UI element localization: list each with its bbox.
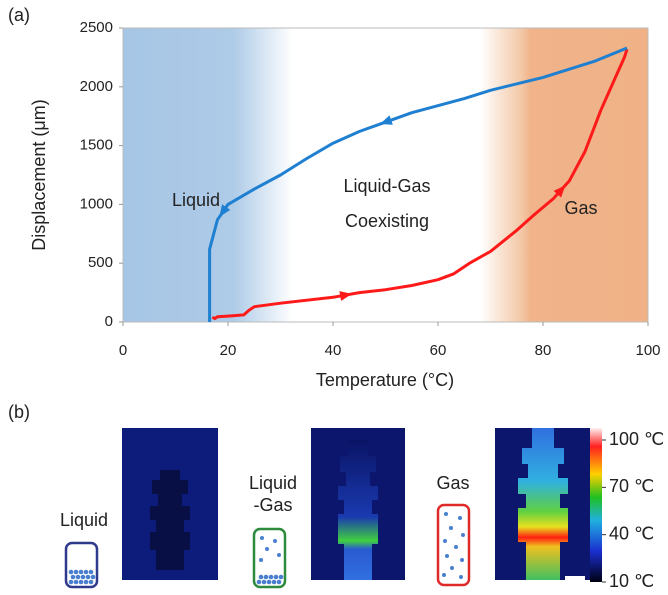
annotation: Gas xyxy=(564,198,597,218)
y-tick-label: 0 xyxy=(105,313,113,330)
x-tick-label: 100 xyxy=(635,342,660,359)
x-tick-label: 80 xyxy=(535,342,552,359)
x-tick-label: 20 xyxy=(220,342,237,359)
state-label: Liquid xyxy=(249,473,297,493)
y-tick-label: 500 xyxy=(88,254,113,271)
y-tick-label: 1000 xyxy=(80,195,113,212)
x-axis-label: Temperature (°C) xyxy=(316,370,454,390)
x-tick-label: 40 xyxy=(325,342,342,359)
colorbar-label: 70 ℃ xyxy=(609,476,654,496)
state-label: Liquid xyxy=(60,510,108,530)
liquid-region xyxy=(123,28,293,322)
y-tick-label: 1500 xyxy=(80,137,113,154)
thermal-shape xyxy=(150,470,190,570)
colorbar-label: 100 ℃ xyxy=(609,429,664,449)
annotation: Liquid xyxy=(172,190,220,210)
panel-label: (a) xyxy=(8,5,30,25)
panel-label: (b) xyxy=(8,402,30,422)
y-axis-label: Displacement (μm) xyxy=(29,99,49,250)
y-tick-label: 2000 xyxy=(80,78,113,95)
container-icon xyxy=(438,505,469,585)
panel-b: (b) xyxy=(8,402,602,587)
annotation: Coexisting xyxy=(345,211,429,231)
state-label: Gas xyxy=(436,473,469,493)
particles xyxy=(69,570,96,585)
scale-bar xyxy=(565,576,585,580)
x-tick-label: 0 xyxy=(119,342,127,359)
colorbar-label: 40 ℃ xyxy=(609,523,654,543)
state-label: -Gas xyxy=(253,495,292,515)
figure: (a) Temperature (°C) Displacement (μm) L… xyxy=(0,0,668,595)
annotation: Liquid-Gas xyxy=(343,176,430,196)
colorbar-label: 10 ℃ xyxy=(609,571,654,591)
y-tick-label: 2500 xyxy=(80,19,113,36)
colorbar xyxy=(590,428,602,582)
thermal-shape xyxy=(338,440,378,580)
x-tick-label: 60 xyxy=(430,342,447,359)
direction-arrow xyxy=(378,115,393,128)
